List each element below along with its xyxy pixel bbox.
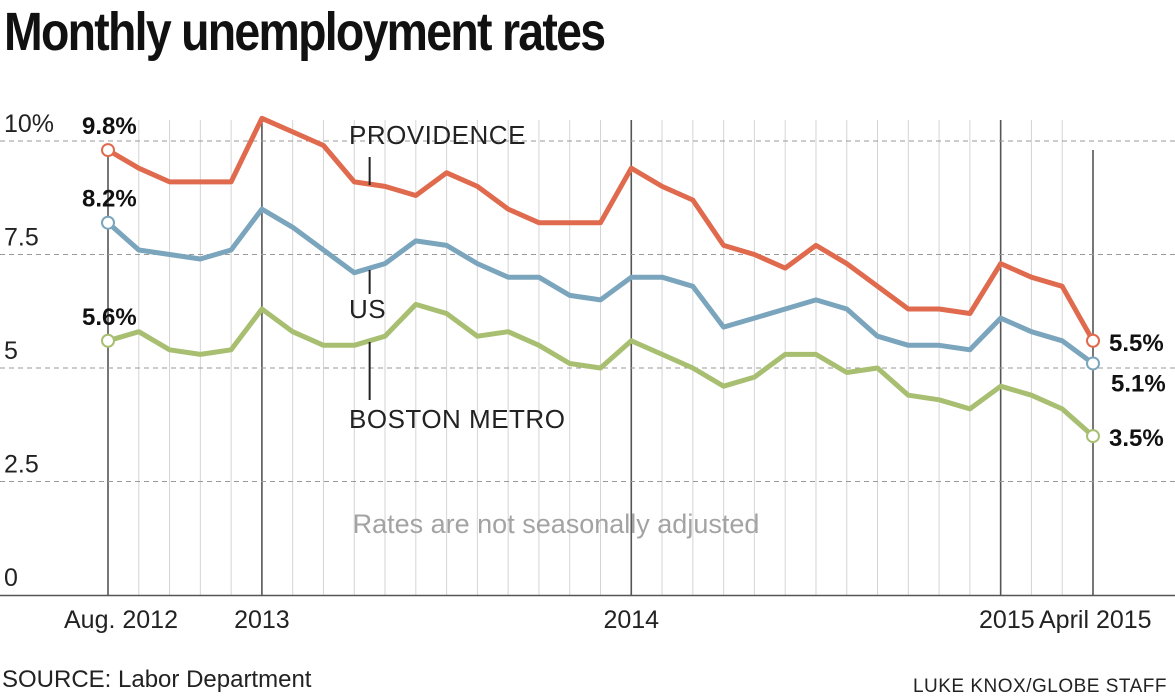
- series-endpoint: [1086, 333, 1100, 348]
- x-tick-label: Aug. 2012: [64, 606, 178, 634]
- credit-note: LUKE KNOX/GLOBE STAFF: [912, 676, 1167, 697]
- series-endpoint: [101, 143, 115, 158]
- series-lines: [101, 115, 1100, 444]
- y-tick-label: 0: [4, 564, 18, 592]
- source-note: SOURCE: Labor Department: [2, 666, 312, 693]
- series-name-label: PROVIDENCE: [349, 120, 526, 150]
- series-line: [105, 115, 1096, 344]
- end-value-label: 3.5%: [1109, 425, 1164, 452]
- x-tick-label: April 2015: [1039, 606, 1152, 634]
- x-tick-label: 2013: [234, 606, 290, 634]
- y-tick-label: 10%: [4, 110, 54, 138]
- end-value-label: 5.5%: [1109, 330, 1164, 357]
- x-tick-label: 2015: [979, 606, 1035, 634]
- grid: [107, 120, 1094, 595]
- series-endpoint: [1086, 429, 1100, 444]
- series-labels: PROVIDENCE US BOSTON METRO: [349, 120, 565, 434]
- chart-title: Monthly unemployment rates: [4, 2, 606, 62]
- end-value-label: 5.1%: [1111, 370, 1166, 397]
- series-name-label: BOSTON METRO: [349, 404, 565, 434]
- series-name-label: US: [349, 294, 386, 324]
- x-tick-label: 2014: [603, 606, 659, 634]
- series-endpoint: [101, 333, 115, 348]
- chart-note: Rates are not seasonally adjusted: [353, 509, 760, 539]
- value-labels: 9.8% 5.5% 8.2% 5.1% 5.6% 3.5%: [82, 113, 1166, 452]
- start-value-label: 8.2%: [82, 186, 137, 213]
- y-tick-label: 2.5: [4, 451, 39, 479]
- series-endpoint: [1086, 356, 1100, 371]
- series-line: [105, 301, 1096, 439]
- series-line: [105, 206, 1096, 366]
- x-axis: Aug. 2012 2013 2014 2015 April 2015: [64, 606, 1152, 634]
- start-value-label: 5.6%: [82, 304, 137, 331]
- series-endpoint: [101, 215, 115, 230]
- start-value-label: 9.8%: [82, 113, 137, 140]
- y-tick-label: 5: [4, 337, 18, 365]
- y-tick-label: 7.5: [4, 224, 39, 252]
